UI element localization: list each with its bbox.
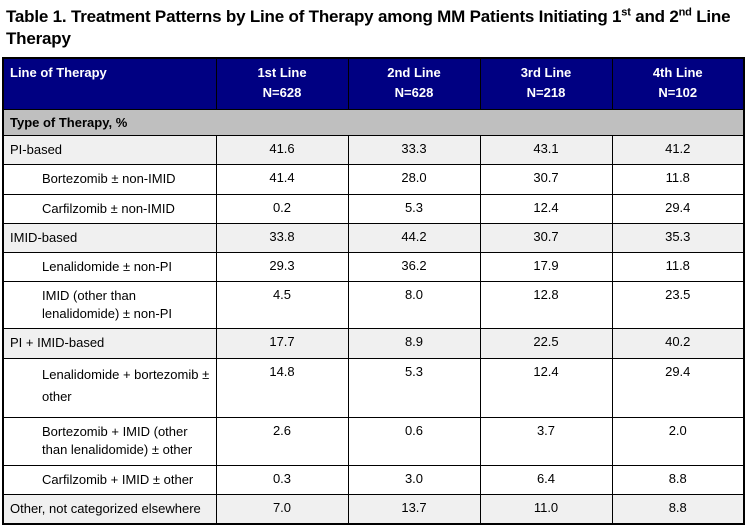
cell-value: 7.0 <box>215 493 349 525</box>
title-superscript-st: st <box>621 6 631 19</box>
cell-value: 41.6 <box>215 135 349 166</box>
cell-value: 8.8 <box>611 493 745 525</box>
cell-value: 33.3 <box>347 135 481 166</box>
cell-value: 30.7 <box>479 222 613 253</box>
cell-value: 29.4 <box>611 193 745 224</box>
cell-value: 12.4 <box>479 357 613 419</box>
col-header-2nd-line: 2nd Line N=628 <box>347 57 481 111</box>
table-row-carfilzomib-non-imid: Carfilzomib ± non-IMID 0.2 5.3 12.4 29.4 <box>2 193 745 224</box>
cell-value: 11.8 <box>611 251 745 283</box>
cell-value: 8.8 <box>611 464 745 495</box>
col-header-label: 1st Line <box>257 64 307 80</box>
col-header-label: 2nd Line <box>387 64 441 80</box>
row-label: Other, not categorized elsewhere <box>2 493 217 525</box>
row-label: PI + IMID-based <box>2 328 217 359</box>
row-label: IMID-based <box>2 222 217 253</box>
cell-value: 28.0 <box>347 164 481 195</box>
treatment-patterns-table: Line of Therapy 1st Line N=628 2nd Line N=… <box>2 56 745 525</box>
row-label: PI-based <box>2 135 217 166</box>
cell-value: 4.5 <box>215 281 349 330</box>
table-row-carfilzomib-plus-imid: Carfilzomib + IMID ± other 0.3 3.0 6.4 8… <box>2 464 745 495</box>
col-header-3rd-line: 3rd Line N=218 <box>479 57 613 111</box>
header-row: Line of Therapy 1st Line N=628 2nd Line N=… <box>2 57 745 111</box>
col-header-1st-line: 1st Line N=628 <box>215 57 349 111</box>
cell-value: 3.7 <box>479 417 613 466</box>
col-header-n: N=218 <box>526 85 566 101</box>
cell-value: 22.5 <box>479 328 613 359</box>
title-text: Table 1. Treatment Patterns by Line of T… <box>6 7 622 26</box>
row-label: Bortezomib ± non-IMID <box>2 164 217 195</box>
cell-value: 40.2 <box>611 328 745 359</box>
title-text: Line Therapy <box>6 7 731 49</box>
row-label: Carfilzomib ± non-IMID <box>2 193 217 224</box>
table-row-bortezomib-plus-imid-other: Bortezomib + IMID (other than lenalidomi… <box>2 417 745 466</box>
cell-value: 17.7 <box>215 328 349 359</box>
cell-value: 41.2 <box>611 135 745 166</box>
cell-value: 0.2 <box>215 193 349 224</box>
cell-value: 14.8 <box>215 357 349 419</box>
page-title: Table 1. Treatment Patterns by Line of T… <box>2 4 743 57</box>
col-header-n: N=628 <box>394 85 434 101</box>
cell-value: 3.0 <box>347 464 481 495</box>
row-label: Bortezomib + IMID (other than lenalidomi… <box>2 417 217 466</box>
col-header-4th-line: 4th Line N=102 <box>611 57 745 111</box>
cell-value: 2.0 <box>611 417 745 466</box>
cell-value: 43.1 <box>479 135 613 166</box>
title-text: and 2 <box>630 7 679 26</box>
table-row-other-not-categorized: Other, not categorized elsewhere 7.0 13.… <box>2 493 745 525</box>
section-band-label: Type of Therapy, % <box>2 109 745 137</box>
col-header-n: N=628 <box>262 85 302 101</box>
section-band-row: Type of Therapy, % <box>2 109 745 137</box>
cell-value: 8.9 <box>347 328 481 359</box>
cell-value: 5.3 <box>347 193 481 224</box>
table-row-imid-other-than-lenalidomide: IMID (other than lenalidomide) ± non-PI … <box>2 281 745 330</box>
row-label: IMID (other than lenalidomide) ± non-PI <box>2 281 217 330</box>
table-row-bortezomib-non-imid: Bortezomib ± non-IMID 41.4 28.0 30.7 11.… <box>2 164 745 195</box>
row-label: Lenalidomide + bortezomib ± other <box>2 357 217 419</box>
cell-value: 0.3 <box>215 464 349 495</box>
cell-value: 29.4 <box>611 357 745 419</box>
cell-value: 12.8 <box>479 281 613 330</box>
cell-value: 29.3 <box>215 251 349 283</box>
cell-value: 12.4 <box>479 193 613 224</box>
cell-value: 17.9 <box>479 251 613 283</box>
cell-value: 11.0 <box>479 493 613 525</box>
table-row-pi-plus-imid-based: PI + IMID-based 17.7 8.9 22.5 40.2 <box>2 328 745 359</box>
table-row-lenalidomide-non-pi: Lenalidomide ± non-PI 29.3 36.2 17.9 11.… <box>2 251 745 283</box>
cell-value: 6.4 <box>479 464 613 495</box>
cell-value: 11.8 <box>611 164 745 195</box>
cell-value: 44.2 <box>347 222 481 253</box>
cell-value: 35.3 <box>611 222 745 253</box>
row-label: Lenalidomide ± non-PI <box>2 251 217 283</box>
cell-value: 5.3 <box>347 357 481 419</box>
title-superscript-nd: nd <box>678 6 692 19</box>
cell-value: 33.8 <box>215 222 349 253</box>
row-label: Carfilzomib + IMID ± other <box>2 464 217 495</box>
table-row-imid-based: IMID-based 33.8 44.2 30.7 35.3 <box>2 222 745 253</box>
cell-value: 8.0 <box>347 281 481 330</box>
cell-value: 0.6 <box>347 417 481 466</box>
table-row-pi-based: PI-based 41.6 33.3 43.1 41.2 <box>2 135 745 166</box>
cell-value: 23.5 <box>611 281 745 330</box>
cell-value: 30.7 <box>479 164 613 195</box>
col-header-label: 4th Line <box>652 64 703 80</box>
col-header-n: N=102 <box>658 85 698 101</box>
cell-value: 13.7 <box>347 493 481 525</box>
cell-value: 36.2 <box>347 251 481 283</box>
cell-value: 2.6 <box>215 417 349 466</box>
table-row-lenalidomide-plus-bortezomib: Lenalidomide + bortezomib ± other 14.8 5… <box>2 357 745 419</box>
col-header-line-of-therapy: Line of Therapy <box>2 57 217 111</box>
cell-value: 41.4 <box>215 164 349 195</box>
col-header-label: 3rd Line <box>520 64 572 80</box>
